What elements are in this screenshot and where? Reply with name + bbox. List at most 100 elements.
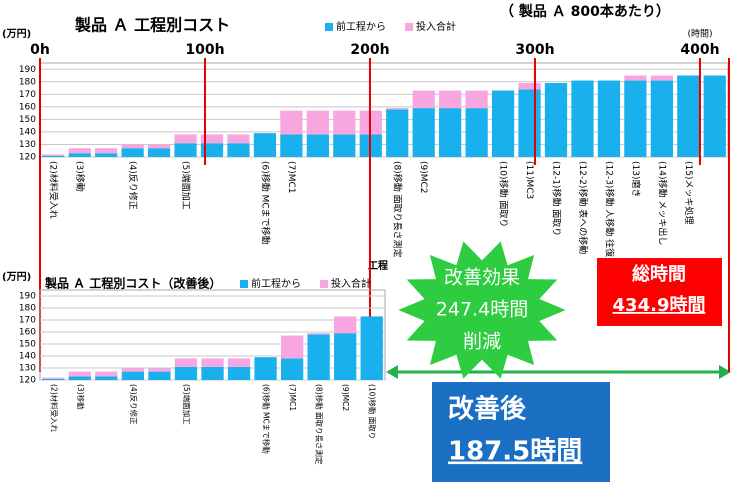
total-value: 434.9時間: [613, 295, 706, 316]
bar-segment: [518, 89, 541, 157]
bar-segment: [333, 110, 356, 135]
bar-segment: [439, 108, 462, 157]
legend-swatch: [325, 23, 333, 31]
x-tick-label: (7)MC1: [286, 161, 296, 194]
x-tick-label: (9)MC2: [418, 161, 428, 194]
bar-segment: [227, 143, 250, 157]
after-box: [432, 382, 610, 482]
bar-segment: [254, 357, 277, 380]
y-tick-label: 160: [19, 328, 36, 338]
hour-tick-label: 100h: [185, 42, 224, 58]
y-tick-label: 130: [19, 140, 36, 150]
bar-segment: [227, 358, 251, 367]
effect-text: 改善効果: [444, 267, 520, 289]
bar-segment: [253, 133, 277, 157]
bar-segment: [42, 377, 65, 379]
hour-tick-label: 200h: [350, 42, 389, 58]
legend-label: 投入合計: [416, 20, 456, 33]
effect-burst: [398, 241, 566, 379]
legend-swatch: [240, 280, 248, 288]
after-value: 187.5時間: [448, 437, 582, 467]
x-tick-label: (2)材料受入れ: [49, 384, 59, 433]
bar-segment: [174, 366, 198, 380]
y-tick-label: 130: [19, 364, 36, 374]
bar-segment: [227, 366, 251, 380]
bar-segment: [280, 358, 304, 380]
y-axis-label: (万円): [2, 28, 31, 40]
cut-label: 工程: [368, 259, 388, 272]
hour-tick-label: 400h: [680, 42, 719, 58]
legend-label: 前工程から: [251, 277, 301, 290]
bar-segment: [491, 90, 515, 157]
x-tick-label: (14)移動 メッキ出し: [656, 161, 668, 245]
bar-segment: [95, 371, 118, 377]
hour-tick-label: 300h: [515, 42, 554, 58]
bar-segment: [703, 75, 726, 157]
bar-segment: [68, 153, 91, 157]
y-tick-label: 180: [19, 304, 36, 314]
x-tick-label: (5)端面加工: [180, 161, 192, 210]
x-tick-label: (12-2)移動 表への移動: [577, 161, 589, 254]
bar-segment: [95, 148, 118, 154]
y-tick-label: 140: [19, 127, 36, 137]
x-tick-label: (10)移動 面取り: [498, 161, 510, 227]
legend-swatch: [320, 280, 328, 288]
y-tick-label: 120: [19, 153, 36, 163]
bar-segment: [68, 148, 91, 154]
x-tick-label: (4)反り修正: [127, 161, 139, 210]
bar-segment: [280, 134, 303, 157]
x-tick-label: (3)移動: [76, 384, 86, 410]
bar-segment: [624, 80, 647, 157]
bar-segment: [306, 110, 329, 135]
x-tick-label: (12-3)移動 人移動 往復: [603, 161, 615, 257]
bar-segment: [597, 80, 621, 157]
x-tick-label: (6)移動 MCまで移動: [259, 161, 271, 245]
bar-segment: [307, 334, 330, 380]
bar-segment: [148, 371, 171, 380]
after-label: 改善後: [448, 394, 527, 425]
bar-segment: [333, 134, 356, 157]
chart-title: 製品 Ａ 工程別コスト（改善後）: [44, 276, 221, 291]
bar-segment: [68, 376, 91, 380]
y-tick-label: 170: [19, 90, 36, 100]
bar-segment: [307, 333, 330, 335]
bar-segment: [174, 143, 197, 157]
bar-segment: [571, 80, 594, 157]
bar-segment: [42, 154, 65, 156]
x-tick-label: (3)移動: [74, 161, 86, 192]
bar-segment: [306, 134, 329, 157]
bar-segment: [544, 83, 568, 157]
span-arrow: [386, 365, 731, 379]
effect-text: 削減: [463, 331, 501, 353]
x-tick-label: (12-1)移動 面取り: [551, 161, 563, 236]
hour-tick-label: 0h: [30, 42, 50, 58]
y-axis-label: (万円): [2, 271, 31, 283]
bar-segment: [650, 75, 673, 81]
total-box: [597, 258, 722, 326]
bar-segment: [95, 376, 118, 380]
total-label: 総時間: [632, 263, 686, 285]
y-tick-label: 190: [19, 65, 36, 75]
bar-segment: [412, 90, 435, 109]
x-tick-label: (11)MC3: [524, 161, 534, 199]
bar-segment: [95, 153, 118, 157]
x-tick-label: (10)移動 面取り: [368, 384, 378, 439]
bar-segment: [650, 80, 673, 157]
bar-segment: [465, 90, 488, 109]
bar-segment: [624, 75, 647, 81]
bar-segment: [201, 358, 224, 367]
y-tick-label: 170: [19, 316, 36, 326]
effect-text: 247.4時間: [436, 299, 528, 321]
x-tick-label: (4)反り修正: [129, 384, 139, 425]
x-tick-label: (8)移動 面取り長さ測定: [315, 384, 325, 465]
bar-segment: [42, 155, 65, 157]
y-tick-label: 190: [19, 292, 36, 302]
bar-segment: [227, 134, 250, 144]
bar-segment: [334, 333, 357, 380]
bar-segment: [200, 134, 224, 144]
x-tick-label: (5)端面加工: [182, 384, 192, 425]
bar-segment: [386, 109, 409, 157]
bar-segment: [174, 134, 197, 144]
bar-segment: [174, 358, 198, 367]
